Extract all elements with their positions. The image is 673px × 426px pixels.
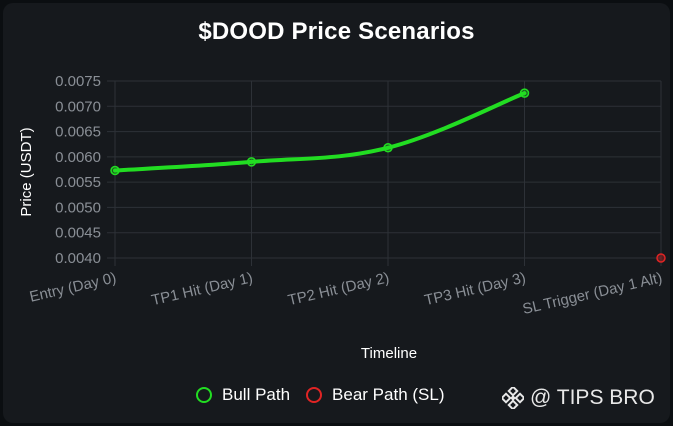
watermark: @ TIPS BRO: [502, 386, 655, 410]
chart-title: $DOOD Price Scenarios: [198, 18, 475, 45]
legend-item-bear[interactable]: Bear Path (SL): [306, 385, 445, 405]
grid-lines: [107, 80, 662, 266]
y-tick-label: 0.0075: [55, 73, 101, 90]
legend-swatch-bear: [306, 387, 323, 403]
series-line-0: [113, 91, 527, 173]
legend-swatch-bull: [196, 387, 212, 403]
x-tick-label: SL Trigger (Day 1 Alt): [521, 269, 664, 318]
y-tick-label: 0.0045: [55, 225, 101, 242]
legend-label-bull: Bull Path: [222, 385, 291, 404]
x-tick-label: Entry (Day 0): [28, 269, 118, 305]
y-tick-label: 0.0060: [55, 149, 101, 166]
y-tick-label: 0.0065: [55, 124, 101, 141]
data-point-series-0: [246, 157, 257, 167]
legend-label-bear: Bear Path (SL): [332, 385, 445, 404]
data-point-series-1: [656, 253, 666, 263]
y-tick-labels: 0.0075 0.0070 0.0065 0.0060 0.0055 0.0050 0.00…: [55, 73, 101, 267]
data-point-series-0: [519, 88, 530, 98]
legend-item-bull[interactable]: Bull Path: [196, 385, 290, 405]
y-tick-label: 0.0040: [55, 250, 101, 267]
x-tick-label: TP1 Hit (Day 1): [150, 269, 255, 309]
y-tick-label: 0.0070: [55, 98, 101, 115]
x-tick-label: TP2 Hit (Day 2): [286, 269, 391, 309]
data-point-series-0: [383, 143, 393, 153]
series-points: [110, 88, 666, 263]
x-tick-labels: Entry (Day 0) TP1 Hit (Day 1) TP2 Hit (Day…: [28, 269, 664, 318]
watermark-text: @ TIPS BRO: [530, 386, 655, 409]
legend: Bull Path Bear Path (SL): [196, 383, 461, 407]
data-point-series-0: [110, 165, 120, 176]
binance-logo-icon: [502, 387, 524, 409]
series-lines: [113, 91, 527, 173]
y-tick-label: 0.0050: [55, 199, 101, 216]
x-tick-label: TP3 Hit (Day 3): [423, 269, 528, 309]
y-tick-label: 0.0055: [55, 174, 101, 191]
x-axis-label: Timeline: [361, 345, 417, 362]
y-axis-label: Price (USDT): [18, 127, 35, 216]
chart-card: [3, 3, 670, 423]
